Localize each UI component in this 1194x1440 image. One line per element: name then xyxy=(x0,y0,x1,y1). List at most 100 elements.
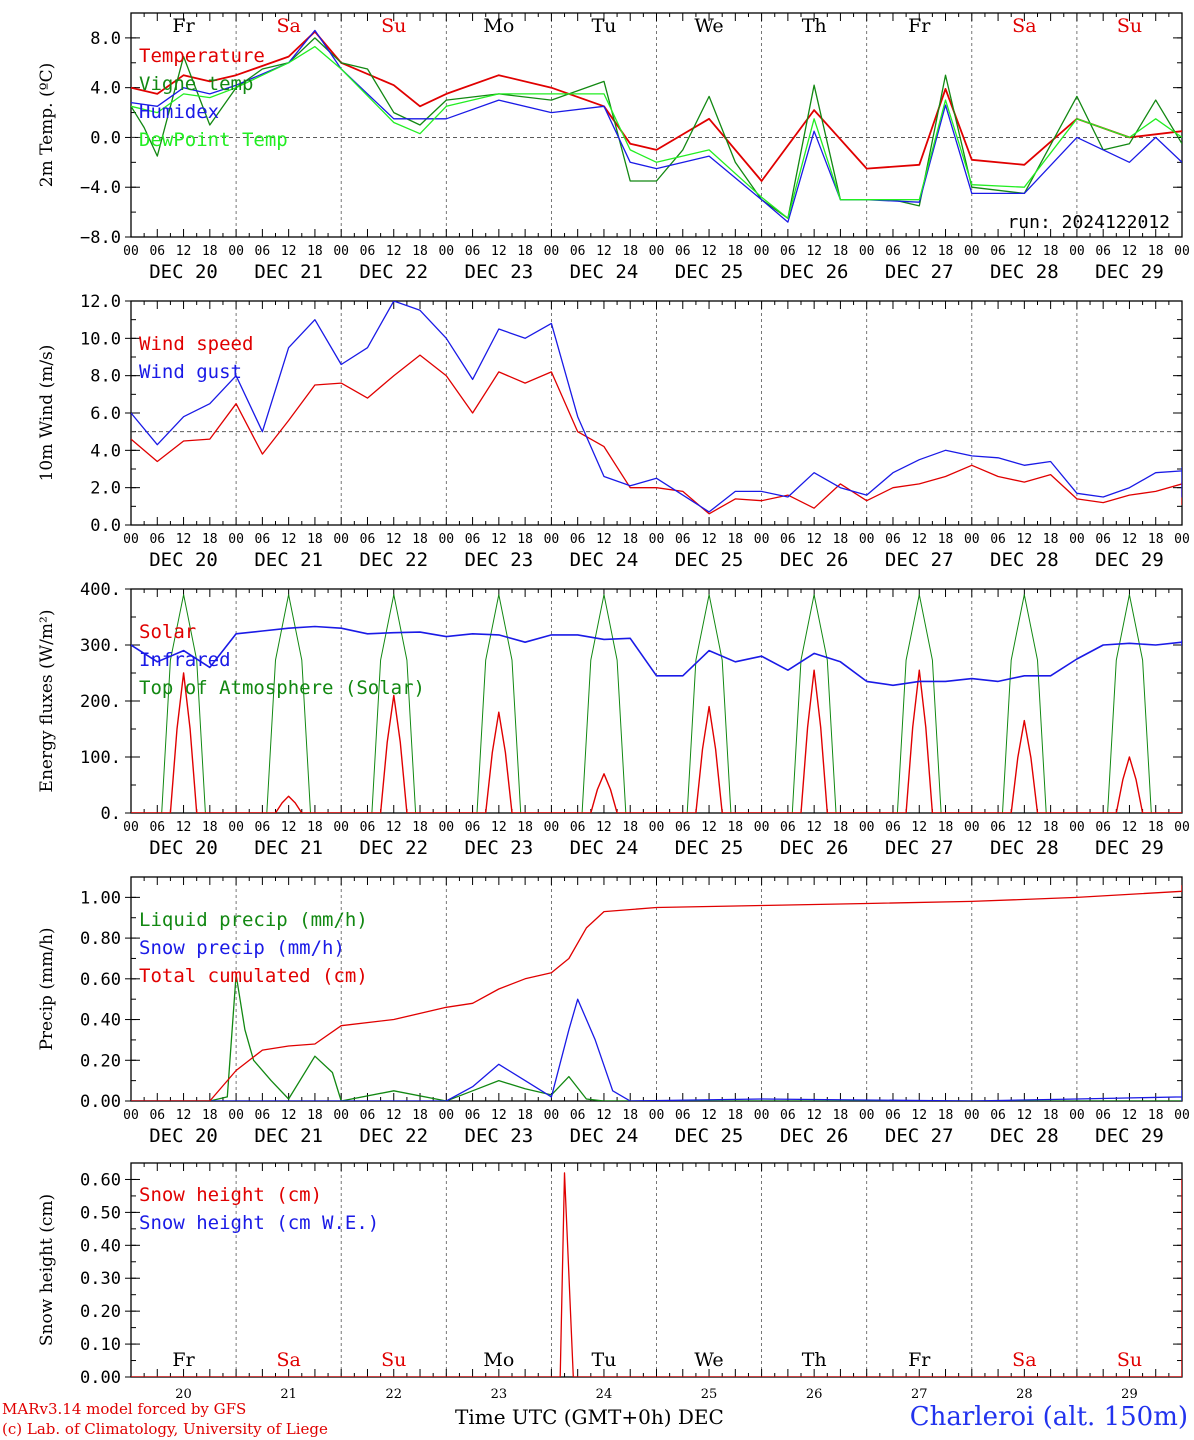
hour-label: 06 xyxy=(990,532,1006,547)
legend-entry: Liquid precip (mm/h) xyxy=(139,909,368,931)
y-tick-label: 8.0 xyxy=(90,367,121,387)
weekday-label: Mo xyxy=(483,15,514,37)
date-label: DEC 23 xyxy=(465,1125,534,1147)
y-tick-label: 2.0 xyxy=(90,479,121,499)
date-label: DEC 28 xyxy=(990,837,1059,859)
hour-label: 12 xyxy=(1017,244,1033,259)
y-tick-label: 0.00 xyxy=(80,1092,121,1112)
hour-label: 18 xyxy=(307,1108,323,1123)
date-label: DEC 21 xyxy=(254,1125,323,1147)
series-line-vigne-temp xyxy=(131,37,1182,219)
hour-label: 06 xyxy=(570,1108,586,1123)
date-label: DEC 29 xyxy=(1095,261,1164,283)
legend-entry: Temperature xyxy=(139,45,265,67)
day-number-label: 26 xyxy=(806,1387,823,1400)
hour-label: 00 xyxy=(228,532,244,547)
date-label: DEC 20 xyxy=(149,837,218,859)
hour-label: 18 xyxy=(1148,820,1164,835)
hour-label: 06 xyxy=(149,244,165,259)
hour-label: 06 xyxy=(255,244,271,259)
legend-entry: Top of Atmosphere (Solar) xyxy=(139,677,425,699)
y-tick-label: 1.00 xyxy=(80,888,121,908)
series-line-wind-gust xyxy=(131,301,1182,513)
panel-precip: 0.00 0.20 0.40 0.60 0.80 1.00 Precip (mm/h) 00 0… xyxy=(37,876,1190,1147)
y-tick-label: 0.00 xyxy=(80,1368,121,1388)
hour-label: 18 xyxy=(938,244,954,259)
hour-label: 12 xyxy=(701,244,717,259)
hour-label: 06 xyxy=(675,820,691,835)
y-tick-label: 4.0 xyxy=(90,79,121,99)
hour-label: 00 xyxy=(1069,1108,1085,1123)
y-tick-label: 0.50 xyxy=(80,1203,121,1223)
hour-label: 12 xyxy=(176,820,192,835)
y-tick-label: 0.60 xyxy=(80,970,121,990)
hour-label: 12 xyxy=(701,820,717,835)
hour-label: 12 xyxy=(701,1108,717,1123)
date-label: DEC 29 xyxy=(1095,549,1164,571)
hour-label: 18 xyxy=(412,1108,428,1123)
series-line-toa-solar xyxy=(131,594,1182,813)
weekday-label: Su xyxy=(381,1349,406,1371)
station-title: Charleroi (alt. 150m) xyxy=(909,1402,1188,1432)
hour-label: 12 xyxy=(911,244,927,259)
hour-label: 00 xyxy=(333,1108,349,1123)
date-label: DEC 20 xyxy=(149,261,218,283)
y-tick-label: 12.0 xyxy=(80,292,121,312)
copyright-credit: (c) Lab. of Climatology, University of L… xyxy=(2,1420,328,1438)
hour-label: 00 xyxy=(964,532,980,547)
hour-label: 18 xyxy=(307,820,323,835)
hour-label: 18 xyxy=(622,532,638,547)
hour-label: 06 xyxy=(360,244,376,259)
panel-energy: 0. 100. 200. 300. 400. Energy fluxes (W/m²) 00… xyxy=(37,580,1190,859)
hour-label: 06 xyxy=(885,820,901,835)
hour-label: 12 xyxy=(281,1108,297,1123)
y-axis-title: 10m Wind (m/s) xyxy=(37,345,57,482)
hour-label: 06 xyxy=(465,244,481,259)
legend-entry: DewPoint Temp xyxy=(139,129,288,151)
hour-label: 18 xyxy=(517,244,533,259)
date-label: DEC 23 xyxy=(465,549,534,571)
y-tick-label: 0.0 xyxy=(90,128,121,148)
hour-label: 12 xyxy=(386,244,402,259)
hour-label: 06 xyxy=(465,820,481,835)
hour-label: 00 xyxy=(649,820,665,835)
hour-label: 06 xyxy=(255,820,271,835)
date-label: DEC 24 xyxy=(570,549,639,571)
hour-label: 06 xyxy=(149,820,165,835)
date-label: DEC 22 xyxy=(359,549,428,571)
y-tick-label: 0.60 xyxy=(80,1170,121,1190)
hour-label: 00 xyxy=(228,820,244,835)
series-line-total-cumulated-cm- xyxy=(131,885,1182,1101)
hour-label: 18 xyxy=(622,244,638,259)
panel-temp: −8.0 −4.0 0.0 4.0 8.0 2m Temp. (ºC) 00 06 12 18 DE… xyxy=(37,12,1190,283)
hour-label: 18 xyxy=(727,244,743,259)
hour-label: 12 xyxy=(1122,1108,1138,1123)
hour-label: 06 xyxy=(360,820,376,835)
hour-label: 06 xyxy=(780,820,796,835)
hour-label: 06 xyxy=(990,244,1006,259)
hour-label: 18 xyxy=(202,1108,218,1123)
hour-label: 00 xyxy=(1174,1108,1190,1123)
legend-entry: Vigne temp xyxy=(139,73,253,95)
date-label: DEC 27 xyxy=(885,261,954,283)
hour-label: 00 xyxy=(228,1108,244,1123)
date-label: DEC 28 xyxy=(990,261,1059,283)
hour-label: 06 xyxy=(360,532,376,547)
day-number-label: 23 xyxy=(491,1387,508,1400)
day-number-label: 22 xyxy=(385,1387,402,1400)
hour-label: 00 xyxy=(333,820,349,835)
hour-label: 00 xyxy=(544,244,560,259)
hour-label: 18 xyxy=(1043,244,1059,259)
hour-label: 06 xyxy=(675,1108,691,1123)
hour-label: 12 xyxy=(491,532,507,547)
y-tick-label: 0.10 xyxy=(80,1335,121,1355)
series-line-infrared xyxy=(131,625,1182,687)
hour-label: 00 xyxy=(544,1108,560,1123)
legend-entry: Solar xyxy=(139,621,196,643)
date-label: DEC 26 xyxy=(780,837,849,859)
hour-label: 00 xyxy=(964,244,980,259)
hour-label: 00 xyxy=(438,1108,454,1123)
hour-label: 18 xyxy=(727,820,743,835)
hour-label: 00 xyxy=(859,1108,875,1123)
weekday-label: Mo xyxy=(483,1349,514,1371)
